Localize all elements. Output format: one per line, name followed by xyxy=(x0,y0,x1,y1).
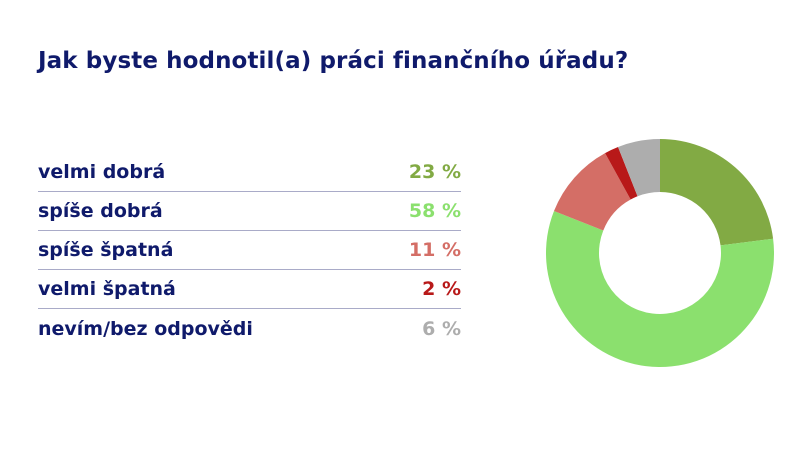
legend-value: 23 % xyxy=(408,161,461,183)
donut-segment xyxy=(605,147,638,200)
legend-row: nevím/bez odpovědi 6 % xyxy=(38,309,461,348)
donut-segment xyxy=(660,139,774,246)
chart-title: Jak byste hodnotil(a) práci finančního ú… xyxy=(38,48,629,74)
donut-segment xyxy=(546,211,774,367)
donut-segment xyxy=(618,139,660,197)
legend-value: 2 % xyxy=(422,278,461,300)
legend-label: velmi špatná xyxy=(38,278,176,300)
legend-value: 6 % xyxy=(422,317,461,340)
legend-value: 11 % xyxy=(408,239,461,261)
legend-value: 58 % xyxy=(408,200,461,222)
legend-label: spíše špatná xyxy=(38,239,174,261)
legend-row: spíše dobrá 58 % xyxy=(38,192,461,231)
legend-row: spíše špatná 11 % xyxy=(38,231,461,270)
legend-label: spíše dobrá xyxy=(38,200,163,222)
legend-row: velmi špatná 2 % xyxy=(38,270,461,309)
legend-label: nevím/bez odpovědi xyxy=(38,317,253,340)
legend-label: velmi dobrá xyxy=(38,161,166,183)
donut-chart xyxy=(546,139,774,367)
legend-row: velmi dobrá 23 % xyxy=(38,153,461,192)
legend: velmi dobrá 23 % spíše dobrá 58 % spíše … xyxy=(38,153,461,348)
donut-segment xyxy=(554,153,631,231)
